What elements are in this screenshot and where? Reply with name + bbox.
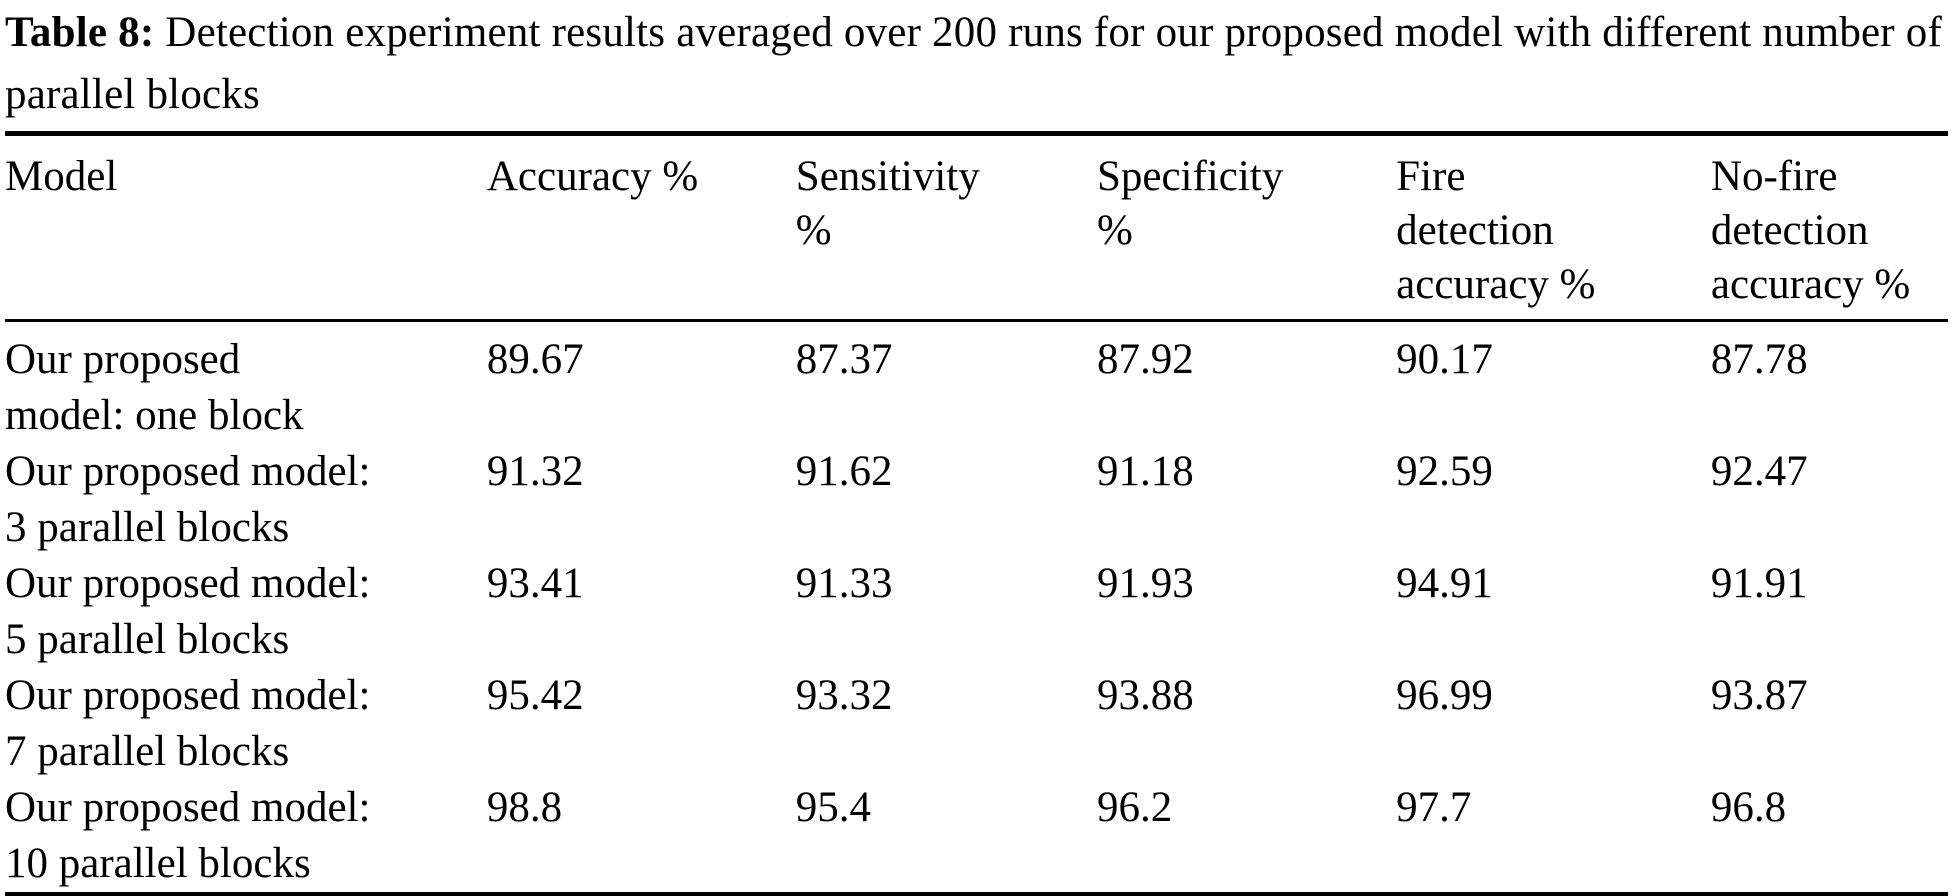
column-header-accuracy: Accuracy % <box>486 133 796 322</box>
sensitivity-cell: 87.37 <box>795 336 893 383</box>
accuracy-cell: 93.41 <box>486 560 584 607</box>
model-cell: Our proposed model: 3 parallel blocks <box>5 448 371 551</box>
sensitivity-cell: 93.32 <box>795 672 893 719</box>
column-header-no-fire-detection-accuracy: No-fire detection accuracy % <box>1710 133 1948 322</box>
accuracy-cell: 98.8 <box>486 784 563 831</box>
column-header-specificity: Specificity % <box>1096 133 1397 322</box>
no-fire-detection-accuracy-cell: 93.87 <box>1710 672 1808 719</box>
table-header: Model Accuracy % Sensitivity % Specifici… <box>5 133 1948 322</box>
table-row: Our proposed model: 10 parallel blocks 9… <box>5 780 1948 894</box>
no-fire-detection-accuracy-cell: 92.47 <box>1710 448 1808 495</box>
sensitivity-cell: 95.4 <box>795 784 872 831</box>
fire-detection-accuracy-cell: 97.7 <box>1396 784 1472 831</box>
column-header-model: Model <box>5 133 487 322</box>
accuracy-cell: 91.32 <box>486 448 584 495</box>
table-row: Our proposed model: 7 parallel blocks 95… <box>5 668 1948 780</box>
sensitivity-cell: 91.33 <box>795 560 893 607</box>
specificity-cell: 87.92 <box>1096 336 1194 383</box>
table-caption-text: Detection experiment results averaged ov… <box>5 9 1942 118</box>
model-cell: Our proposed model: 10 parallel blocks <box>5 784 371 887</box>
fire-detection-accuracy-cell: 92.59 <box>1396 448 1493 495</box>
sensitivity-cell: 91.62 <box>795 448 893 495</box>
model-cell: Our proposed model: 7 parallel blocks <box>5 672 371 775</box>
column-header-sensitivity: Sensitivity % <box>795 133 1097 322</box>
accuracy-cell: 89.67 <box>486 336 584 383</box>
table-caption: Table 8: Detection experiment results av… <box>5 2 1948 126</box>
table-row: Our proposed model: 5 parallel blocks 93… <box>5 556 1948 668</box>
specificity-cell: 93.88 <box>1096 672 1194 719</box>
fire-detection-accuracy-cell: 94.91 <box>1396 560 1493 607</box>
column-header-fire-detection-accuracy: Fire detection accuracy % <box>1396 133 1711 322</box>
table-caption-label: Table 8: <box>5 9 155 56</box>
specificity-cell: 91.18 <box>1096 448 1194 495</box>
table-row: Our proposed model: one block 89.67 87.3… <box>5 321 1948 445</box>
specificity-cell: 96.2 <box>1096 784 1173 831</box>
model-cell: Our proposed model: 5 parallel blocks <box>5 560 371 663</box>
table-body: Our proposed model: one block 89.67 87.3… <box>5 321 1948 895</box>
table-row: Our proposed model: 3 parallel blocks 91… <box>5 444 1948 556</box>
results-table: Model Accuracy % Sensitivity % Specifici… <box>5 131 1948 896</box>
model-cell: Our proposed model: one block <box>5 336 304 439</box>
no-fire-detection-accuracy-cell: 96.8 <box>1710 784 1787 831</box>
no-fire-detection-accuracy-cell: 87.78 <box>1710 336 1808 383</box>
fire-detection-accuracy-cell: 90.17 <box>1396 336 1493 383</box>
table-header-row: Model Accuracy % Sensitivity % Specifici… <box>5 133 1948 322</box>
fire-detection-accuracy-cell: 96.99 <box>1396 672 1493 719</box>
accuracy-cell: 95.42 <box>486 672 584 719</box>
specificity-cell: 91.93 <box>1096 560 1194 607</box>
no-fire-detection-accuracy-cell: 91.91 <box>1710 560 1808 607</box>
